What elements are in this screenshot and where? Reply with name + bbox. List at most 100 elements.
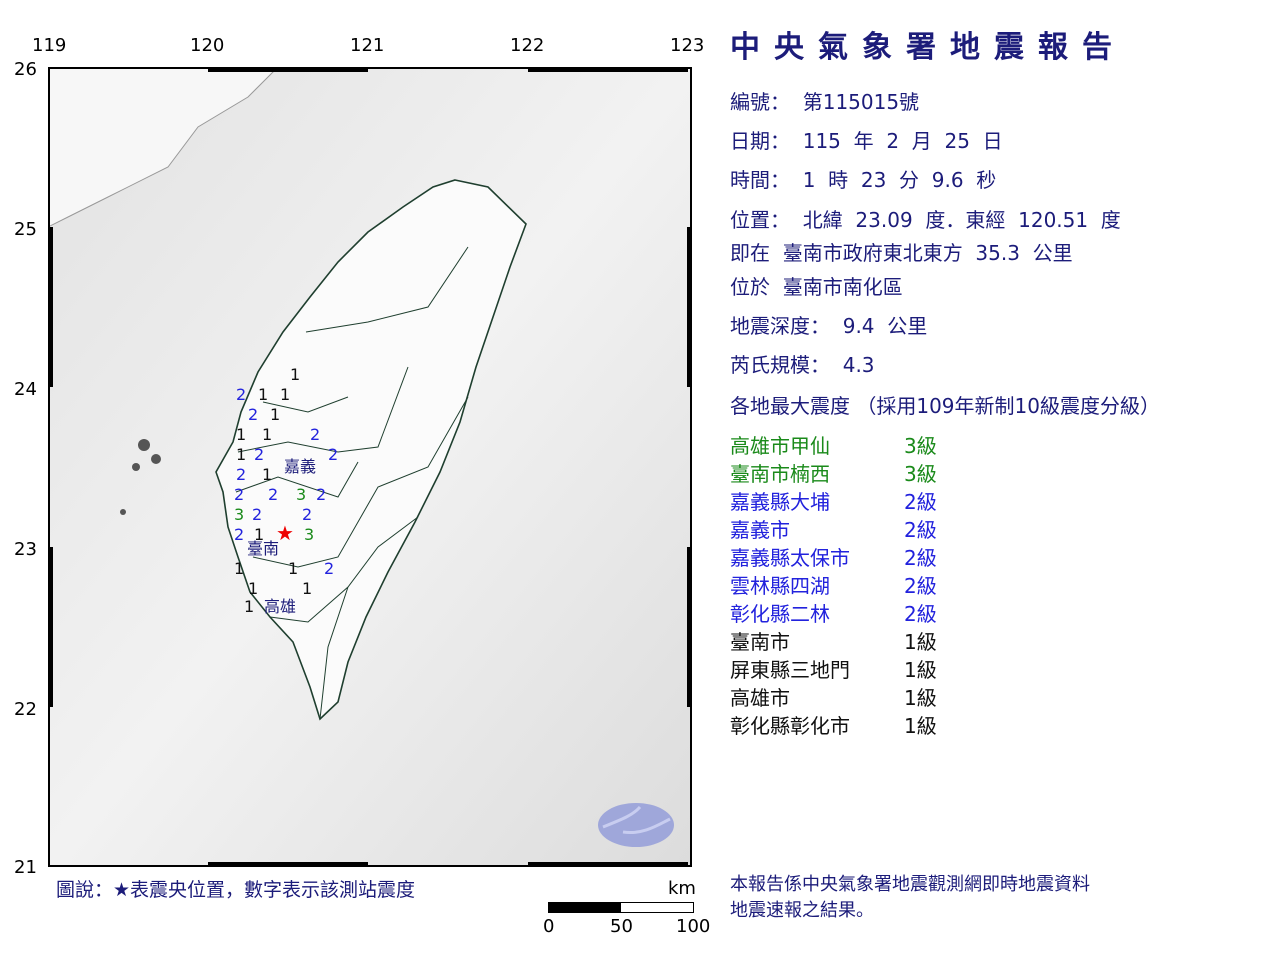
lat-tick: 23 — [14, 539, 37, 560]
station-intensity-marker: 2 — [234, 485, 245, 504]
cwa-logo — [598, 803, 674, 847]
intensity-level: 2級 — [904, 574, 937, 598]
station-intensity-marker: 1 — [290, 365, 301, 384]
intensity-place: 彰化縣彰化市 — [730, 714, 850, 738]
station-intensity-marker: 2 — [302, 505, 313, 524]
intensity-row: 嘉義縣大埔 2級 — [730, 490, 937, 514]
station-intensity-marker: 1 — [302, 579, 313, 598]
scale-label: 100 — [676, 916, 711, 937]
station-intensity-marker: 1 — [244, 597, 255, 616]
lon-tick: 120 — [190, 35, 225, 56]
epicenter-star-icon: ★ — [276, 521, 294, 545]
intensity-row: 高雄市甲仙 3級 — [730, 434, 937, 458]
intensity-level: 1級 — [904, 686, 937, 710]
intensity-row: 嘉義市 2級 — [730, 518, 937, 542]
cwa-logo-swirl — [602, 805, 671, 835]
lat-tick: 26 — [14, 59, 37, 80]
intensity-level: 3級 — [904, 462, 937, 486]
station-intensity-marker: 2 — [316, 485, 327, 504]
intensity-row: 屏東縣三地門 1級 — [730, 658, 937, 682]
station-intensity-marker: 1 — [234, 559, 245, 578]
lat-tick: 24 — [14, 379, 37, 400]
report-title: 中央氣象署地震報告 — [730, 30, 1126, 65]
intensity-header: 各地最大震度 （採用109年新制10級震度分級） — [730, 394, 1160, 418]
report-number: 編號： 第115015號 — [730, 90, 920, 114]
city-label-tainan: 臺南 — [247, 539, 280, 558]
station-intensity-marker: 1 — [254, 525, 265, 544]
scale-bar — [548, 902, 694, 913]
report-depth: 地震深度： 9.4 公里 — [730, 314, 928, 338]
map-canvas — [47, 66, 693, 868]
intensity-place: 嘉義市 — [730, 518, 790, 542]
station-intensity-marker: 3 — [234, 505, 245, 524]
intensity-row: 高雄市 1級 — [730, 686, 937, 710]
county-borders — [235, 246, 469, 720]
intensity-level: 1級 — [904, 658, 937, 682]
station-intensity-marker: 2 — [236, 385, 247, 404]
map-legend: 圖說：★表震央位置，數字表示該測站震度 — [56, 879, 416, 901]
station-intensity-marker: 2 — [234, 525, 245, 544]
station-intensity-marker: 2 — [254, 445, 265, 464]
city-label-kaohsiung: 高雄 — [264, 597, 297, 616]
lat-tick: 21 — [14, 857, 37, 878]
intensity-level: 2級 — [904, 518, 937, 542]
intensity-place: 屏東縣三地門 — [730, 658, 850, 682]
station-intensity-marker: 2 — [310, 425, 321, 444]
scale-label: 50 — [610, 916, 633, 937]
lat-tick: 22 — [14, 699, 37, 720]
lon-tick: 119 — [32, 35, 67, 56]
station-intensity-marker: 1 — [288, 559, 299, 578]
report-relative-location: 即在 臺南市政府東北東方 35.3 公里 — [730, 241, 1073, 265]
intensity-level: 2級 — [904, 602, 937, 626]
station-intensity-marker: 1 — [270, 405, 281, 424]
station-intensity-marker: 1 — [262, 425, 273, 444]
intensity-place: 高雄市甲仙 — [730, 434, 830, 458]
intensity-place: 臺南市楠西 — [730, 462, 830, 486]
intensity-row: 臺南市 1級 — [730, 630, 937, 654]
intensity-place: 高雄市 — [730, 686, 790, 710]
frame — [47, 66, 693, 868]
intensity-row: 嘉義縣太保市 2級 — [730, 546, 937, 570]
intensity-place: 彰化縣二林 — [730, 602, 830, 626]
station-intensity-marker: 3 — [296, 485, 307, 504]
intensity-place: 嘉義縣太保市 — [730, 546, 850, 570]
report-located-in: 位於 臺南市南化區 — [730, 275, 903, 299]
station-intensity-marker: 2 — [324, 559, 335, 578]
china-coast — [47, 66, 280, 228]
station-intensity-marker: 1 — [236, 425, 247, 444]
station-intensity-marker: 1 — [248, 579, 259, 598]
report-date: 日期： 115 年 2 月 25 日 — [730, 129, 1003, 153]
intensity-row: 雲林縣四湖 2級 — [730, 574, 937, 598]
intensity-row: 臺南市楠西 3級 — [730, 462, 937, 486]
penghu-islands — [120, 439, 161, 515]
intensity-level: 2級 — [904, 546, 937, 570]
report-footer-note: 本報告係中央氣象署地震觀測網即時地震資料 地震速報之結果。 — [730, 874, 1090, 921]
station-intensity-marker: 1 — [280, 385, 291, 404]
scale-unit: km — [668, 878, 696, 899]
station-intensity-marker: 2 — [248, 405, 259, 424]
station-intensity-marker: 3 — [304, 525, 315, 544]
city-label-chiayi: 嘉義 — [284, 457, 317, 476]
scale-label: 0 — [543, 916, 555, 937]
lon-tick: 122 — [510, 35, 545, 56]
lon-tick: 121 — [350, 35, 385, 56]
lat-tick: 25 — [14, 219, 37, 240]
taiwan-island — [215, 179, 527, 721]
station-intensity-marker: 2 — [236, 465, 247, 484]
station-intensity-marker: 1 — [258, 385, 269, 404]
lon-tick: 123 — [670, 35, 705, 56]
station-intensity-marker: 2 — [268, 485, 279, 504]
station-intensity-marker: 1 — [236, 445, 247, 464]
intensity-level: 2級 — [904, 490, 937, 514]
station-intensity-marker: 2 — [328, 445, 339, 464]
intensity-place: 臺南市 — [730, 630, 790, 654]
intensity-row: 彰化縣彰化市 1級 — [730, 714, 937, 738]
intensity-place: 雲林縣四湖 — [730, 574, 830, 598]
intensity-level: 1級 — [904, 630, 937, 654]
report-time: 時間： 1 時 23 分 9.6 秒 — [730, 168, 997, 192]
intensity-row: 彰化縣二林 2級 — [730, 602, 937, 626]
intensity-level: 1級 — [904, 714, 937, 738]
report-position: 位置： 北緯 23.09 度．東經 120.51 度 — [730, 208, 1121, 232]
station-intensity-marker: 2 — [252, 505, 263, 524]
